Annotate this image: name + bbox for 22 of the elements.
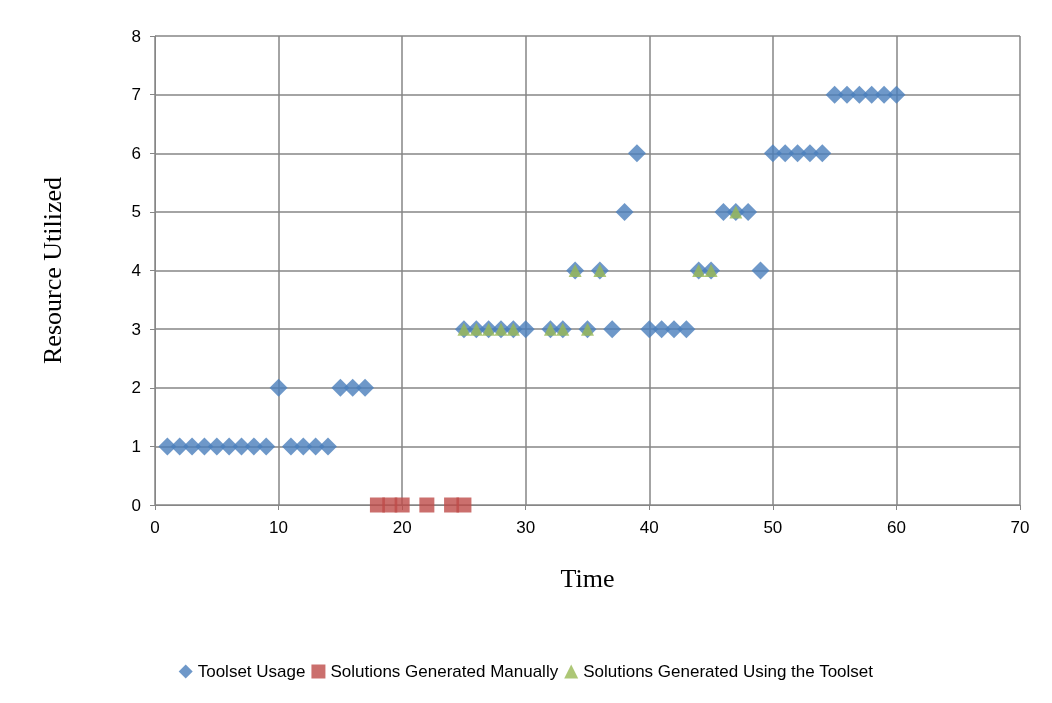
x-axis-title: Time <box>560 563 615 593</box>
y-tick-label: 6 <box>131 143 141 163</box>
x-tick-label: 30 <box>516 518 536 537</box>
y-tick-label: 2 <box>131 378 141 398</box>
y-tick-label: 4 <box>131 261 141 280</box>
x-tick-label: 70 <box>1010 518 1030 537</box>
x-tick-label: 40 <box>639 518 659 537</box>
y-tick-label: 0 <box>131 495 141 515</box>
legend-label: Solutions Generated Manually <box>330 662 559 681</box>
y-tick-label: 7 <box>131 85 141 105</box>
x-tick-label: 60 <box>886 518 906 537</box>
y-tick-label: 8 <box>131 26 141 46</box>
legend-label: Toolset Usage <box>197 662 306 681</box>
x-tick-label: 0 <box>150 518 160 537</box>
y-tick-label: 5 <box>131 202 141 222</box>
x-tick-label: 20 <box>392 518 412 537</box>
y-axis-title: Resource Utilized <box>37 177 67 364</box>
legend-label: Solutions Generated Using the Toolset <box>583 662 874 681</box>
y-tick-label: 3 <box>131 319 141 339</box>
y-tick-label: 1 <box>131 436 141 456</box>
x-tick-label: 50 <box>763 518 783 537</box>
x-tick-label: 10 <box>269 518 289 537</box>
